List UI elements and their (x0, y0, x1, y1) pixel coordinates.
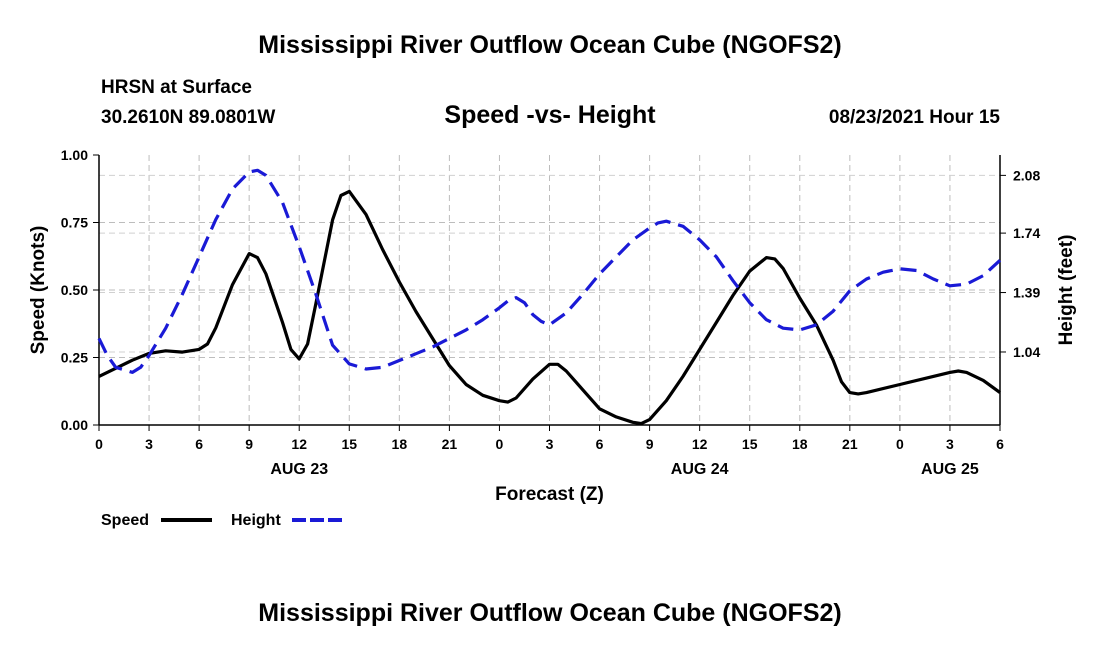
legend-label-speed: Speed (101, 512, 149, 529)
chart-title: Speed -vs- Height (444, 101, 656, 129)
x-tick-label: 9 (245, 436, 253, 452)
datetime-label: 08/23/2021 Hour 15 (828, 107, 1000, 128)
x-tick-label: 6 (195, 436, 203, 452)
series-line-speed (98, 189, 1001, 426)
y-left-tick-label: 0.00 (61, 417, 88, 433)
y-left-tick-label: 0.50 (61, 282, 88, 298)
x-axis-title: Forecast (Z) (495, 484, 604, 505)
page-title-bottom: Mississippi River Outflow Ocean Cube (NG… (258, 599, 842, 627)
x-date-label: AUG 23 (270, 461, 328, 478)
x-tick-label: 18 (792, 436, 808, 452)
x-tick-label: 21 (442, 436, 458, 452)
x-tick-label: 15 (341, 436, 357, 452)
y-left-axis-title: Speed (Knots) (28, 226, 49, 355)
x-date-label: AUG 25 (921, 461, 979, 478)
x-tick-label: 6 (596, 436, 604, 452)
y-left-tick-label: 0.25 (61, 350, 88, 366)
y-right-tick-label: 1.04 (1013, 344, 1040, 360)
x-tick-label: 21 (842, 436, 858, 452)
x-tick-label: 3 (546, 436, 554, 452)
x-tick-label: 18 (392, 436, 408, 452)
x-tick-label: 12 (692, 436, 708, 452)
y-left-tick-label: 1.00 (61, 147, 88, 163)
x-date-label: AUG 24 (671, 461, 729, 478)
y-right-axis-title: Height (feet) (1056, 235, 1077, 346)
station-label: HRSN at Surface (101, 77, 252, 98)
x-tick-label: 9 (646, 436, 654, 452)
x-tick-label: 3 (145, 436, 153, 452)
y-right-tick-label: 1.39 (1013, 285, 1040, 301)
x-tick-label: 6 (996, 436, 1004, 452)
x-tick-label: 0 (496, 436, 504, 452)
x-tick-label: 12 (291, 436, 307, 452)
page-title-top: Mississippi River Outflow Ocean Cube (NG… (258, 31, 842, 59)
x-tick-label: 0 (896, 436, 904, 452)
legend-label-height: Height (231, 512, 281, 529)
y-right-tick-label: 2.08 (1013, 167, 1040, 183)
x-tick-label: 3 (946, 436, 954, 452)
x-tick-label: 0 (95, 436, 103, 452)
y-right-tick-label: 1.74 (1013, 225, 1040, 241)
series-line-height (97, 168, 1002, 374)
x-tick-label: 15 (742, 436, 758, 452)
y-left-tick-label: 0.75 (61, 215, 88, 231)
coordinates-label: 30.2610N 89.0801W (101, 107, 276, 128)
